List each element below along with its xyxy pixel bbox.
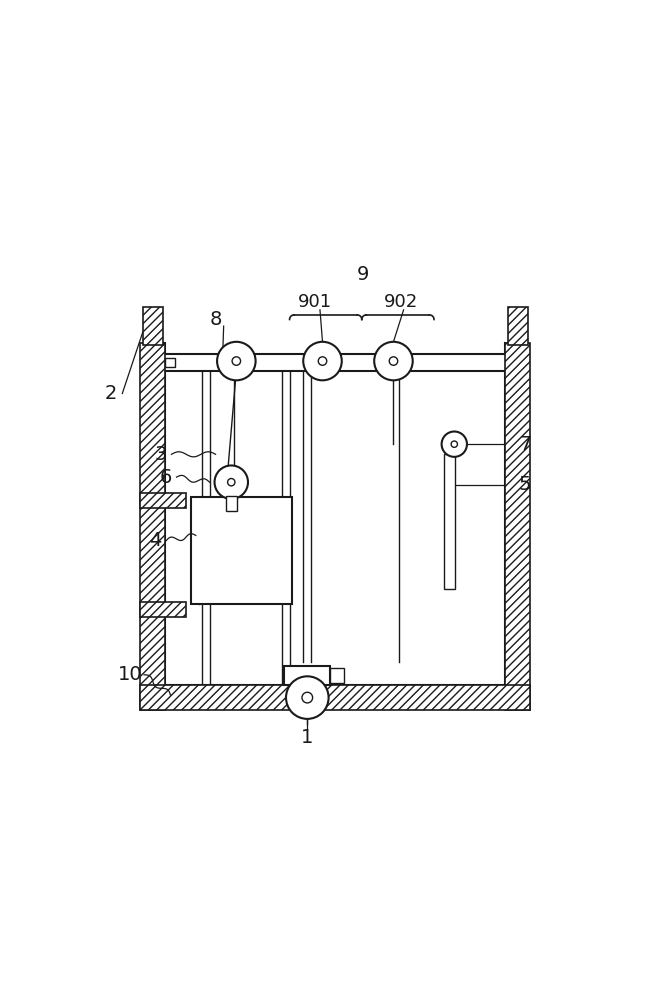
Text: 8: 8 — [210, 310, 222, 329]
Bar — [505, 343, 530, 710]
Bar — [140, 343, 165, 710]
Text: 1: 1 — [301, 728, 313, 747]
Bar — [143, 307, 163, 345]
Text: 901: 901 — [298, 293, 332, 311]
Circle shape — [374, 342, 413, 380]
Circle shape — [302, 692, 313, 703]
Circle shape — [303, 342, 342, 380]
Circle shape — [215, 465, 248, 499]
Circle shape — [217, 342, 256, 380]
Bar — [284, 666, 330, 685]
Circle shape — [318, 357, 327, 365]
Circle shape — [441, 432, 467, 457]
Bar — [140, 602, 186, 617]
Bar — [143, 354, 528, 371]
Circle shape — [232, 357, 241, 365]
Text: 10: 10 — [118, 665, 142, 684]
Bar — [140, 493, 186, 508]
Text: 2: 2 — [105, 384, 117, 403]
Text: 5: 5 — [519, 475, 532, 494]
Text: 4: 4 — [149, 531, 162, 550]
Bar — [140, 685, 530, 710]
Circle shape — [228, 479, 235, 486]
Circle shape — [389, 357, 398, 365]
Bar — [444, 454, 455, 589]
Bar — [330, 668, 344, 683]
Circle shape — [286, 676, 328, 719]
Text: 7: 7 — [519, 435, 532, 454]
Text: 3: 3 — [154, 445, 167, 464]
Text: 9: 9 — [357, 265, 370, 284]
Text: 902: 902 — [384, 293, 418, 311]
Bar — [226, 496, 237, 511]
Text: 6: 6 — [159, 468, 171, 487]
Bar — [191, 497, 292, 604]
Bar — [165, 358, 175, 367]
Bar — [508, 307, 528, 345]
Circle shape — [451, 441, 457, 447]
